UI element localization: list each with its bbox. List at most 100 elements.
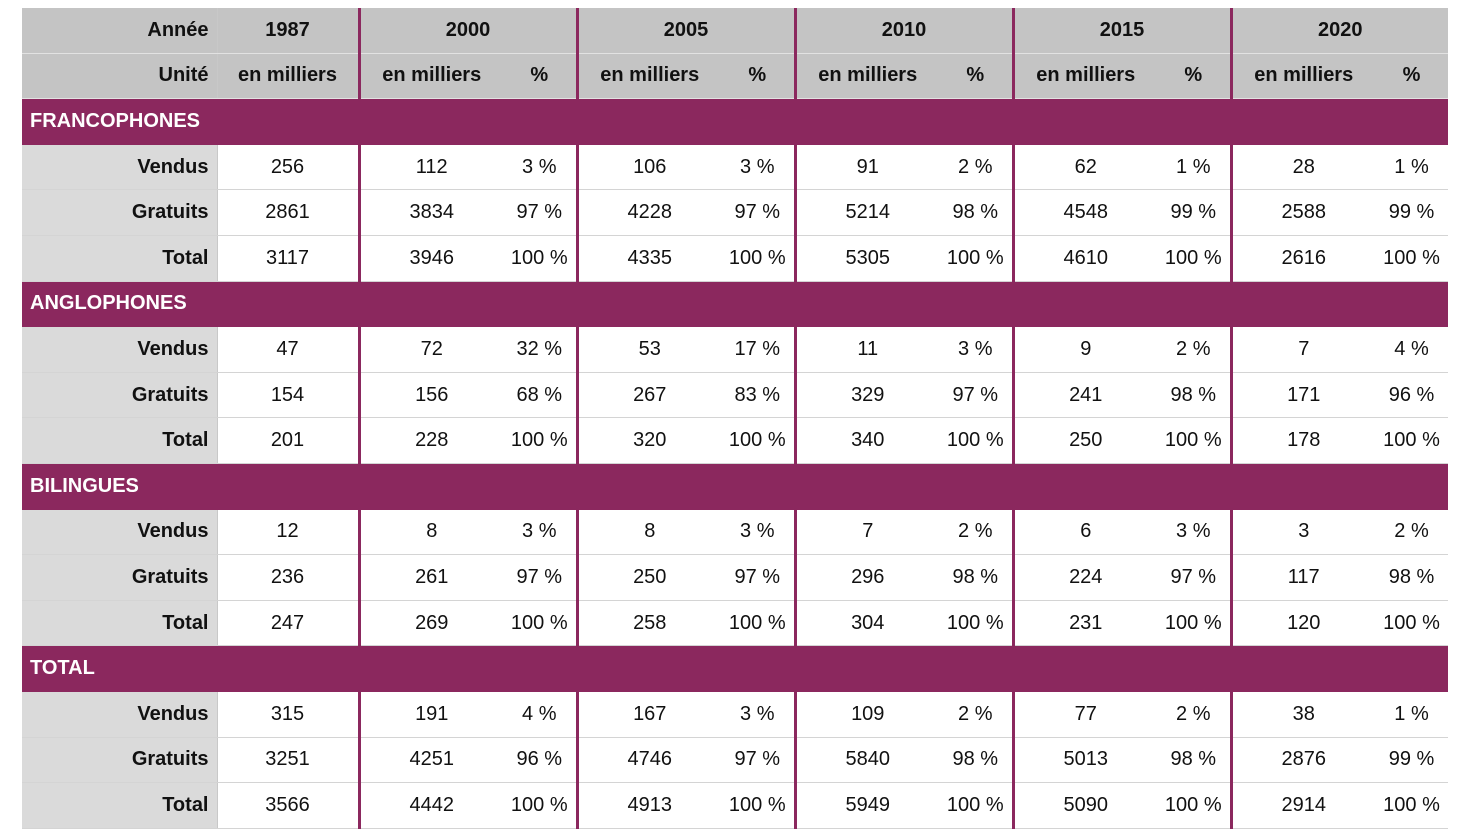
value-thousands: 3566 xyxy=(216,782,359,829)
value-percent: 2 % xyxy=(939,509,1013,556)
value-percent: 4 % xyxy=(503,691,577,738)
unit-thousands: en milliers xyxy=(216,53,359,100)
unit-percent: % xyxy=(939,53,1013,100)
value-percent: 97 % xyxy=(721,189,795,236)
value-thousands: 231 xyxy=(1011,600,1157,647)
value-percent: 99 % xyxy=(1375,189,1448,236)
value-percent: 98 % xyxy=(1375,554,1448,601)
value-percent: 100 % xyxy=(939,417,1013,464)
value-percent: 100 % xyxy=(1157,417,1231,464)
value-thousands: 178 xyxy=(1229,417,1375,464)
row-label: Gratuits xyxy=(22,189,217,236)
section-title: TOTAL xyxy=(22,645,217,692)
value-thousands: 3834 xyxy=(357,189,503,236)
value-percent: 97 % xyxy=(1157,554,1231,601)
section-header-row: FRANCOPHONES xyxy=(22,98,1448,145)
value-thousands: 5214 xyxy=(793,189,939,236)
value-percent: 96 % xyxy=(1375,372,1448,419)
year-2000: 2000 xyxy=(357,8,577,54)
value-thousands: 315 xyxy=(216,691,359,738)
value-thousands: 340 xyxy=(793,417,939,464)
value-thousands: 3251 xyxy=(216,737,359,784)
value-thousands: 7 xyxy=(1229,326,1375,373)
value-thousands: 4746 xyxy=(575,737,721,784)
value-percent: 2 % xyxy=(939,144,1013,191)
value-percent: 100 % xyxy=(503,235,577,282)
value-thousands: 38 xyxy=(1229,691,1375,738)
value-percent: 3 % xyxy=(503,144,577,191)
value-thousands: 72 xyxy=(357,326,503,373)
value-thousands: 8 xyxy=(575,509,721,556)
value-percent: 97 % xyxy=(503,554,577,601)
unit-label: Unité xyxy=(22,53,217,100)
value-thousands: 2588 xyxy=(1229,189,1375,236)
value-thousands: 112 xyxy=(357,144,503,191)
value-percent: 3 % xyxy=(1157,509,1231,556)
value-thousands: 4548 xyxy=(1011,189,1157,236)
value-percent: 100 % xyxy=(1157,782,1231,829)
row-label: Total xyxy=(22,417,217,464)
value-percent: 99 % xyxy=(1157,189,1231,236)
value-thousands: 9 xyxy=(1011,326,1157,373)
value-percent: 3 % xyxy=(721,144,795,191)
value-percent: 100 % xyxy=(721,235,795,282)
value-percent: 100 % xyxy=(1375,782,1448,829)
value-percent: 100 % xyxy=(1375,417,1448,464)
value-percent: 100 % xyxy=(503,600,577,647)
value-percent: 98 % xyxy=(1157,737,1231,784)
value-thousands: 11 xyxy=(793,326,939,373)
value-thousands: 250 xyxy=(1011,417,1157,464)
value-thousands: 4913 xyxy=(575,782,721,829)
value-thousands: 106 xyxy=(575,144,721,191)
value-percent: 100 % xyxy=(721,600,795,647)
value-thousands: 4251 xyxy=(357,737,503,784)
unit-percent: % xyxy=(721,53,795,100)
unit-header-row: Unité en milliers en milliers % en milli… xyxy=(22,53,1448,100)
section-header-row: BILINGUES xyxy=(22,463,1448,510)
section-band xyxy=(217,463,1448,510)
value-percent: 96 % xyxy=(503,737,577,784)
value-percent: 3 % xyxy=(939,326,1013,373)
value-thousands: 269 xyxy=(357,600,503,647)
value-percent: 100 % xyxy=(939,600,1013,647)
section-title: BILINGUES xyxy=(22,463,217,510)
value-percent: 100 % xyxy=(1157,600,1231,647)
row-label: Vendus xyxy=(22,326,217,373)
newspaper-circulation-table: Année 1987 2000 2005 2010 2015 2020 Unit… xyxy=(22,8,1448,829)
table-row: Gratuits 3251 4251 96 % 4746 97 % 5840 98 % 5013… xyxy=(22,737,1448,784)
value-percent: 100 % xyxy=(503,417,577,464)
value-percent: 98 % xyxy=(939,554,1013,601)
value-thousands: 5840 xyxy=(793,737,939,784)
value-thousands: 224 xyxy=(1011,554,1157,601)
year-header-row: Année 1987 2000 2005 2010 2015 2020 xyxy=(22,8,1448,54)
year-2020: 2020 xyxy=(1229,8,1448,54)
value-percent: 83 % xyxy=(721,372,795,419)
value-thousands: 3946 xyxy=(357,235,503,282)
value-thousands: 258 xyxy=(575,600,721,647)
value-thousands: 3 xyxy=(1229,509,1375,556)
value-percent: 4 % xyxy=(1375,326,1448,373)
value-thousands: 28 xyxy=(1229,144,1375,191)
value-percent: 98 % xyxy=(939,737,1013,784)
value-thousands: 4335 xyxy=(575,235,721,282)
value-percent: 100 % xyxy=(1375,235,1448,282)
value-thousands: 320 xyxy=(575,417,721,464)
value-thousands: 77 xyxy=(1011,691,1157,738)
unit-percent: % xyxy=(503,53,577,100)
value-thousands: 247 xyxy=(216,600,359,647)
value-percent: 100 % xyxy=(721,417,795,464)
table-row: Gratuits 2861 3834 97 % 4228 97 % 5214 98 % 4548… xyxy=(22,189,1448,236)
value-percent: 100 % xyxy=(939,235,1013,282)
unit-thousands: en milliers xyxy=(1229,53,1375,100)
row-label: Total xyxy=(22,782,217,829)
value-percent: 100 % xyxy=(1157,235,1231,282)
value-thousands: 329 xyxy=(793,372,939,419)
value-percent: 1 % xyxy=(1157,144,1231,191)
value-percent: 17 % xyxy=(721,326,795,373)
value-thousands: 7 xyxy=(793,509,939,556)
value-thousands: 171 xyxy=(1229,372,1375,419)
value-percent: 98 % xyxy=(939,189,1013,236)
year-2015: 2015 xyxy=(1011,8,1231,54)
table-row: Gratuits 154 156 68 % 267 83 % 329 97 % 241 98 % 1… xyxy=(22,372,1448,419)
year-2010: 2010 xyxy=(793,8,1013,54)
